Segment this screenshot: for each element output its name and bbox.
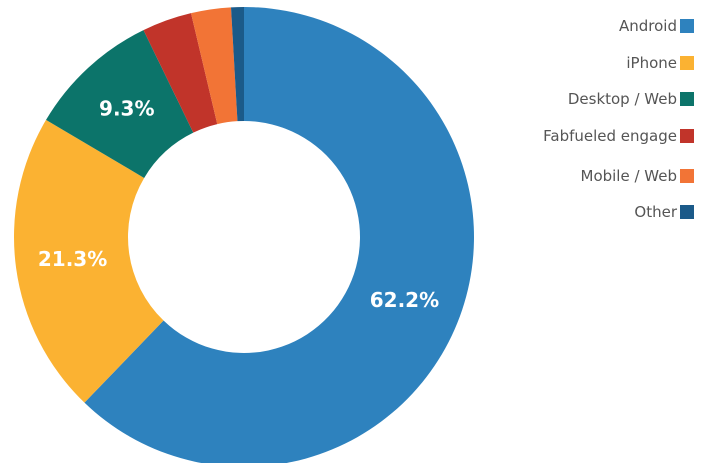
slice-value-label: 9.3%	[99, 96, 154, 120]
slice-value-label: 62.2%	[370, 288, 439, 312]
legend-label: Android	[619, 17, 677, 35]
slice-iphone[interactable]	[13, 119, 164, 403]
legend-item-mobile-web[interactable]: Mobile / Web	[543, 166, 694, 185]
slice-android[interactable]	[84, 7, 474, 463]
legend-label: Desktop / Web	[567, 90, 677, 108]
legend-item-android[interactable]: Android	[543, 17, 694, 35]
legend-label: Fabfueled engage	[543, 126, 677, 145]
legend-swatch	[680, 55, 694, 70]
legend-label: Other	[634, 203, 677, 221]
legend-swatch	[680, 19, 694, 33]
slice-value-label: 21.3%	[38, 247, 107, 271]
slice-other[interactable]	[231, 7, 244, 122]
legend-item-fabfueled-engage[interactable]: Fabfueled engage	[543, 126, 694, 145]
slice-fabfueled-engage[interactable]	[143, 13, 218, 133]
legend-swatch	[680, 168, 694, 183]
legend-swatch	[680, 92, 694, 106]
slice-desktop-web[interactable]	[46, 30, 194, 178]
legend-swatch	[680, 128, 694, 143]
slice-mobile-web[interactable]	[191, 7, 238, 125]
legend-label: iPhone	[626, 53, 677, 72]
chart-legend: Android iPhone Desktop / Web Fabfueled e…	[543, 17, 694, 241]
legend-label: Mobile / Web	[580, 166, 678, 185]
legend-item-iphone[interactable]: iPhone	[543, 53, 694, 72]
legend-swatch	[680, 205, 694, 219]
legend-item-desktop-web[interactable]: Desktop / Web	[543, 90, 694, 108]
legend-item-other[interactable]: Other	[543, 203, 694, 221]
